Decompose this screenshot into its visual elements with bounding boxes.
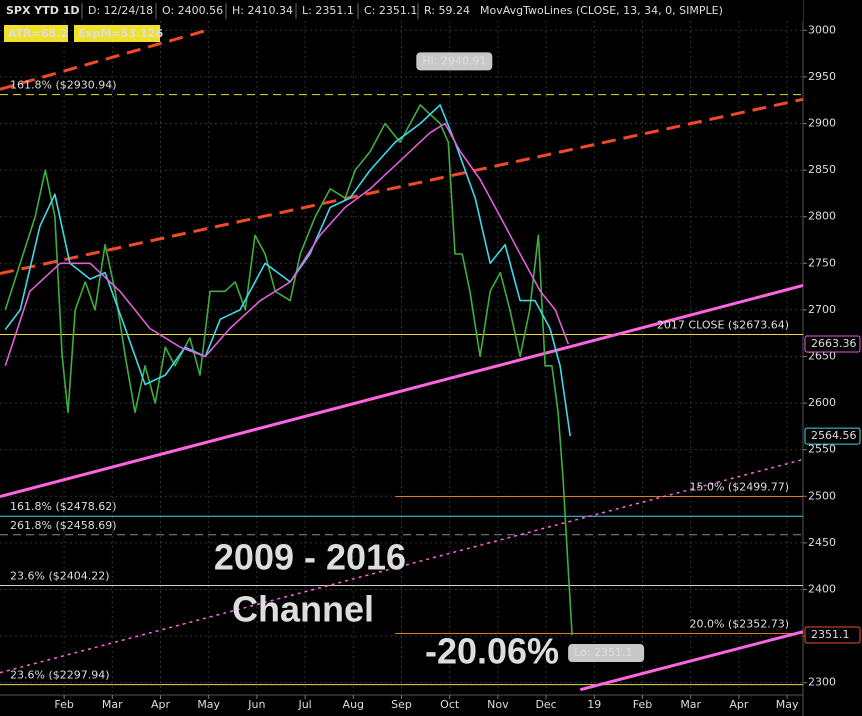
series-line [4,122,570,367]
header-bg [0,0,803,21]
level-label: 161.8% ($2478.62) [10,500,117,513]
level-label: 20.0% ($2352.73) [689,618,789,631]
x-tick-label: Apr [729,698,749,711]
trendline [0,27,211,91]
x-tick-label: Jul [297,698,311,711]
price-tag [804,427,861,445]
x-tick-label: Jun [247,698,265,711]
plot-area [0,21,803,692]
badge [4,25,68,42]
price-tag-label: 2564.56 [811,429,857,442]
y-tick-label: 2950 [808,70,836,83]
y-tick-label: 2500 [808,489,836,502]
header-item: D: 12/24/18 [88,4,153,17]
study-label: MovAvgTwoLines (CLOSE, 13, 34, 0, SIMPLE… [480,4,723,17]
level-label: 261.8% ($2458.69) [10,519,117,532]
callout-label: Hi: 2940.91 [422,54,486,67]
trendline [0,284,803,499]
badge-label: ATR=68.2 [8,27,68,40]
y-tick-label: 2400 [808,582,836,595]
annotation: Channel [232,589,374,630]
y-tick-label: 2650 [808,350,836,363]
price-tag-label: 2663.36 [811,337,857,350]
y-tick-label: 2450 [808,536,836,549]
level-label: 2017 CLOSE ($2673.64) [657,318,789,331]
x-tick-label: Nov [487,698,509,711]
x-tick-label: Dec [535,698,556,711]
badge-label: ExpM=53.126 [78,27,163,40]
trendline [0,458,803,674]
x-tick-label: Oct [440,698,460,711]
y-tick-label: 2700 [808,303,836,316]
callout-box [416,52,493,71]
annotation: 2009 - 2016 [214,537,406,578]
header: SPX YTD 1D D: 12/24/18 O: 2400.56 H: 2410.3… [0,0,803,21]
callout-label: Lo: 2351.1 [574,646,632,659]
x-tick-label: 19 [587,698,601,711]
header-item: L: 2351.1 [302,4,354,17]
level-label: 23.6% ($2404.22) [10,570,110,583]
callout-box [568,644,645,663]
series-line [4,104,573,636]
annotation: -20.06% [425,631,559,672]
x-tick-label: Feb [54,698,73,711]
header-item: C: 2351.1 [364,4,417,17]
y-tick-label: 2550 [808,443,836,456]
y-tick-label: 2300 [808,676,836,689]
x-tick-label: Feb [633,698,652,711]
badge [74,25,160,42]
price-tag [804,335,861,353]
x-tick-label: Apr [151,698,171,711]
trendline [0,97,803,276]
price-tag-label: 2351.1 [811,628,850,641]
header-item: SPX YTD 1D [6,4,80,17]
x-tick-label: Aug [343,698,364,711]
x-tick-label: Mar [102,698,123,711]
y-tick-label: 2800 [808,210,836,223]
x-tick-label: May [197,698,220,711]
x-tick-label: Sep [391,698,412,711]
y-tick-label: 2600 [808,396,836,409]
header-item: H: 2410.34 [232,4,293,17]
level-label: 15.0% ($2499.77) [689,481,789,494]
x-tick-label: May [776,698,799,711]
level-label: 161.8% ($2930.94) [10,79,117,92]
y-tick-label: 3000 [808,23,836,36]
y-tick-label: 2850 [808,163,836,176]
level-label: 23.6% ($2297.94) [10,669,110,682]
y-tick-label: 2750 [808,256,836,269]
y-tick-label: 2900 [808,117,836,130]
header-item: R: 59.24 [424,4,470,17]
price-tag [804,626,861,644]
trendline [579,630,803,692]
x-tick-label: Mar [680,698,701,711]
header-item: O: 2400.56 [162,4,223,17]
